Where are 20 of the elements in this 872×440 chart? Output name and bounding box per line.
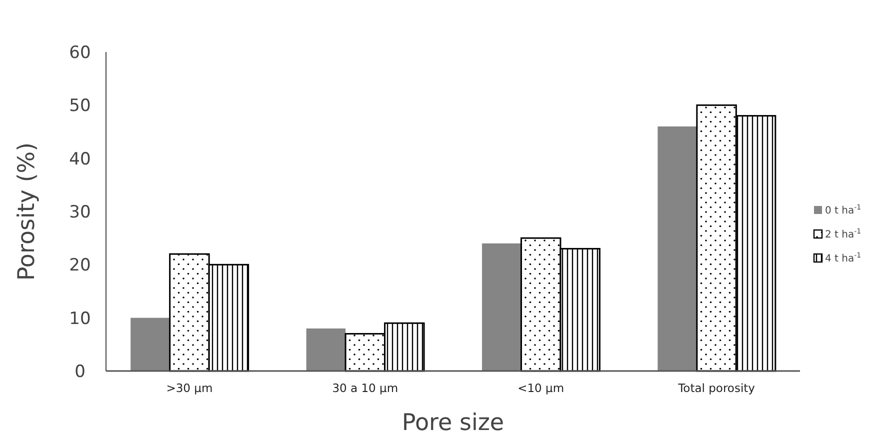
y-axis-title: Porosity (%)	[14, 142, 40, 281]
legend-label: 0 t ha$^{-1}$	[825, 204, 862, 216]
x-tick-label: 30 a 10 µm	[332, 381, 398, 395]
bar	[658, 126, 697, 371]
y-tick-label: 30	[69, 202, 91, 222]
bar	[130, 318, 170, 371]
bar	[482, 243, 522, 371]
y-tick-label: 10	[69, 308, 91, 329]
y-tick-label: 20	[69, 256, 91, 276]
x-tick-label: >30 µm	[166, 381, 213, 395]
x-axis-title: Pore size	[402, 410, 504, 436]
y-tick-label: 40	[69, 149, 91, 170]
y-tick-label: 60	[69, 42, 91, 63]
y-tick-label: 50	[69, 96, 91, 116]
bar	[306, 328, 346, 371]
x-tick-label: <10 µm	[518, 381, 564, 395]
legend-label: 4 t ha$^{-1}$	[825, 252, 862, 264]
y-tick-label: 0	[74, 362, 86, 382]
x-tick-label: Total porosity	[677, 381, 756, 395]
legend-label: 2 t ha$^{-1}$	[825, 228, 862, 240]
